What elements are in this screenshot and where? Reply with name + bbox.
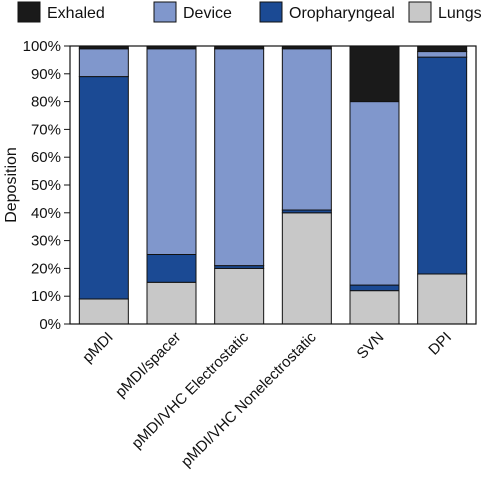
legend: Exhaled Device Oropharyngeal Lungs [17, 1, 482, 23]
legend-swatch [17, 1, 41, 23]
bar-segment-oropharyngeal [417, 56, 468, 275]
plot-frame [69, 45, 477, 325]
y-tick-label: 80% [31, 94, 61, 111]
y-tick-label: 60% [31, 149, 61, 166]
legend-label: Lungs [438, 5, 482, 22]
bar-pmdi-spacer [146, 45, 197, 325]
bar-segment-device [146, 48, 197, 255]
y-tick-label: 50% [31, 177, 61, 194]
legend-swatch [153, 1, 177, 23]
y-tick-label: 40% [31, 205, 61, 222]
bar-segment-device [214, 48, 265, 267]
bar-segment-device [349, 101, 400, 286]
legend-item-lungs: Lungs [408, 1, 482, 23]
x-tick-label: pMDI [79, 329, 116, 366]
bar-segment-exhaled [349, 45, 400, 103]
bars [78, 45, 468, 325]
bar-pmdi [78, 45, 129, 325]
bar-segment-device [78, 48, 129, 78]
bar-segment-oropharyngeal [146, 254, 197, 283]
bar-segment-device [281, 48, 332, 211]
legend-item-device: Device [153, 1, 232, 23]
legend-item-exhaled: Exhaled [17, 1, 105, 23]
y-tick-label: 90% [31, 66, 61, 83]
bar-segment-lungs [214, 267, 265, 325]
y-tick-label: 0% [39, 316, 61, 333]
bar-segment-lungs [417, 273, 468, 325]
y-axis-ticks: 0% 10% 20% 30% 40% 50% 60% 70% 80% 90% 100% [23, 38, 70, 333]
bar-segment-oropharyngeal [349, 284, 400, 292]
bar-pmdi-vhc-nonelectrostatic [281, 45, 332, 325]
bar-segment-oropharyngeal [78, 76, 129, 300]
y-tick-label: 70% [31, 121, 61, 138]
legend-swatch [259, 1, 283, 23]
legend-item-oropharyngeal: Oropharyngeal [259, 1, 395, 23]
x-tick-label: pMDI/VHC Nonelectrostatic [178, 328, 320, 470]
bar-segment-exhaled [417, 45, 468, 53]
y-tick-label: 100% [23, 38, 61, 55]
legend-label: Device [183, 5, 232, 22]
x-tick-label: pMDI/spacer [112, 329, 184, 401]
bar-dpi [417, 45, 468, 325]
x-tick-label: DPI [425, 329, 455, 359]
bar-segment-lungs [146, 281, 197, 325]
y-tick-label: 30% [31, 233, 61, 250]
bar-segment-lungs [349, 290, 400, 325]
x-tick-label: pMDI/VHC Electrostatic [129, 328, 253, 452]
bar-pmdi-vhc-electrostatic [214, 45, 265, 325]
bar-segment-lungs [78, 298, 129, 325]
legend-label: Oropharyngeal [289, 5, 395, 22]
y-axis-label: Deposition [3, 147, 20, 223]
y-tick-label: 10% [31, 288, 61, 305]
legend-label: Exhaled [47, 5, 105, 22]
legend-swatch [408, 1, 432, 23]
bar-segment-device [417, 51, 468, 58]
bar-svn [349, 45, 400, 325]
bar-segment-lungs [281, 212, 332, 325]
y-tick-label: 20% [31, 260, 61, 277]
x-tick-label: SVN [353, 329, 387, 363]
